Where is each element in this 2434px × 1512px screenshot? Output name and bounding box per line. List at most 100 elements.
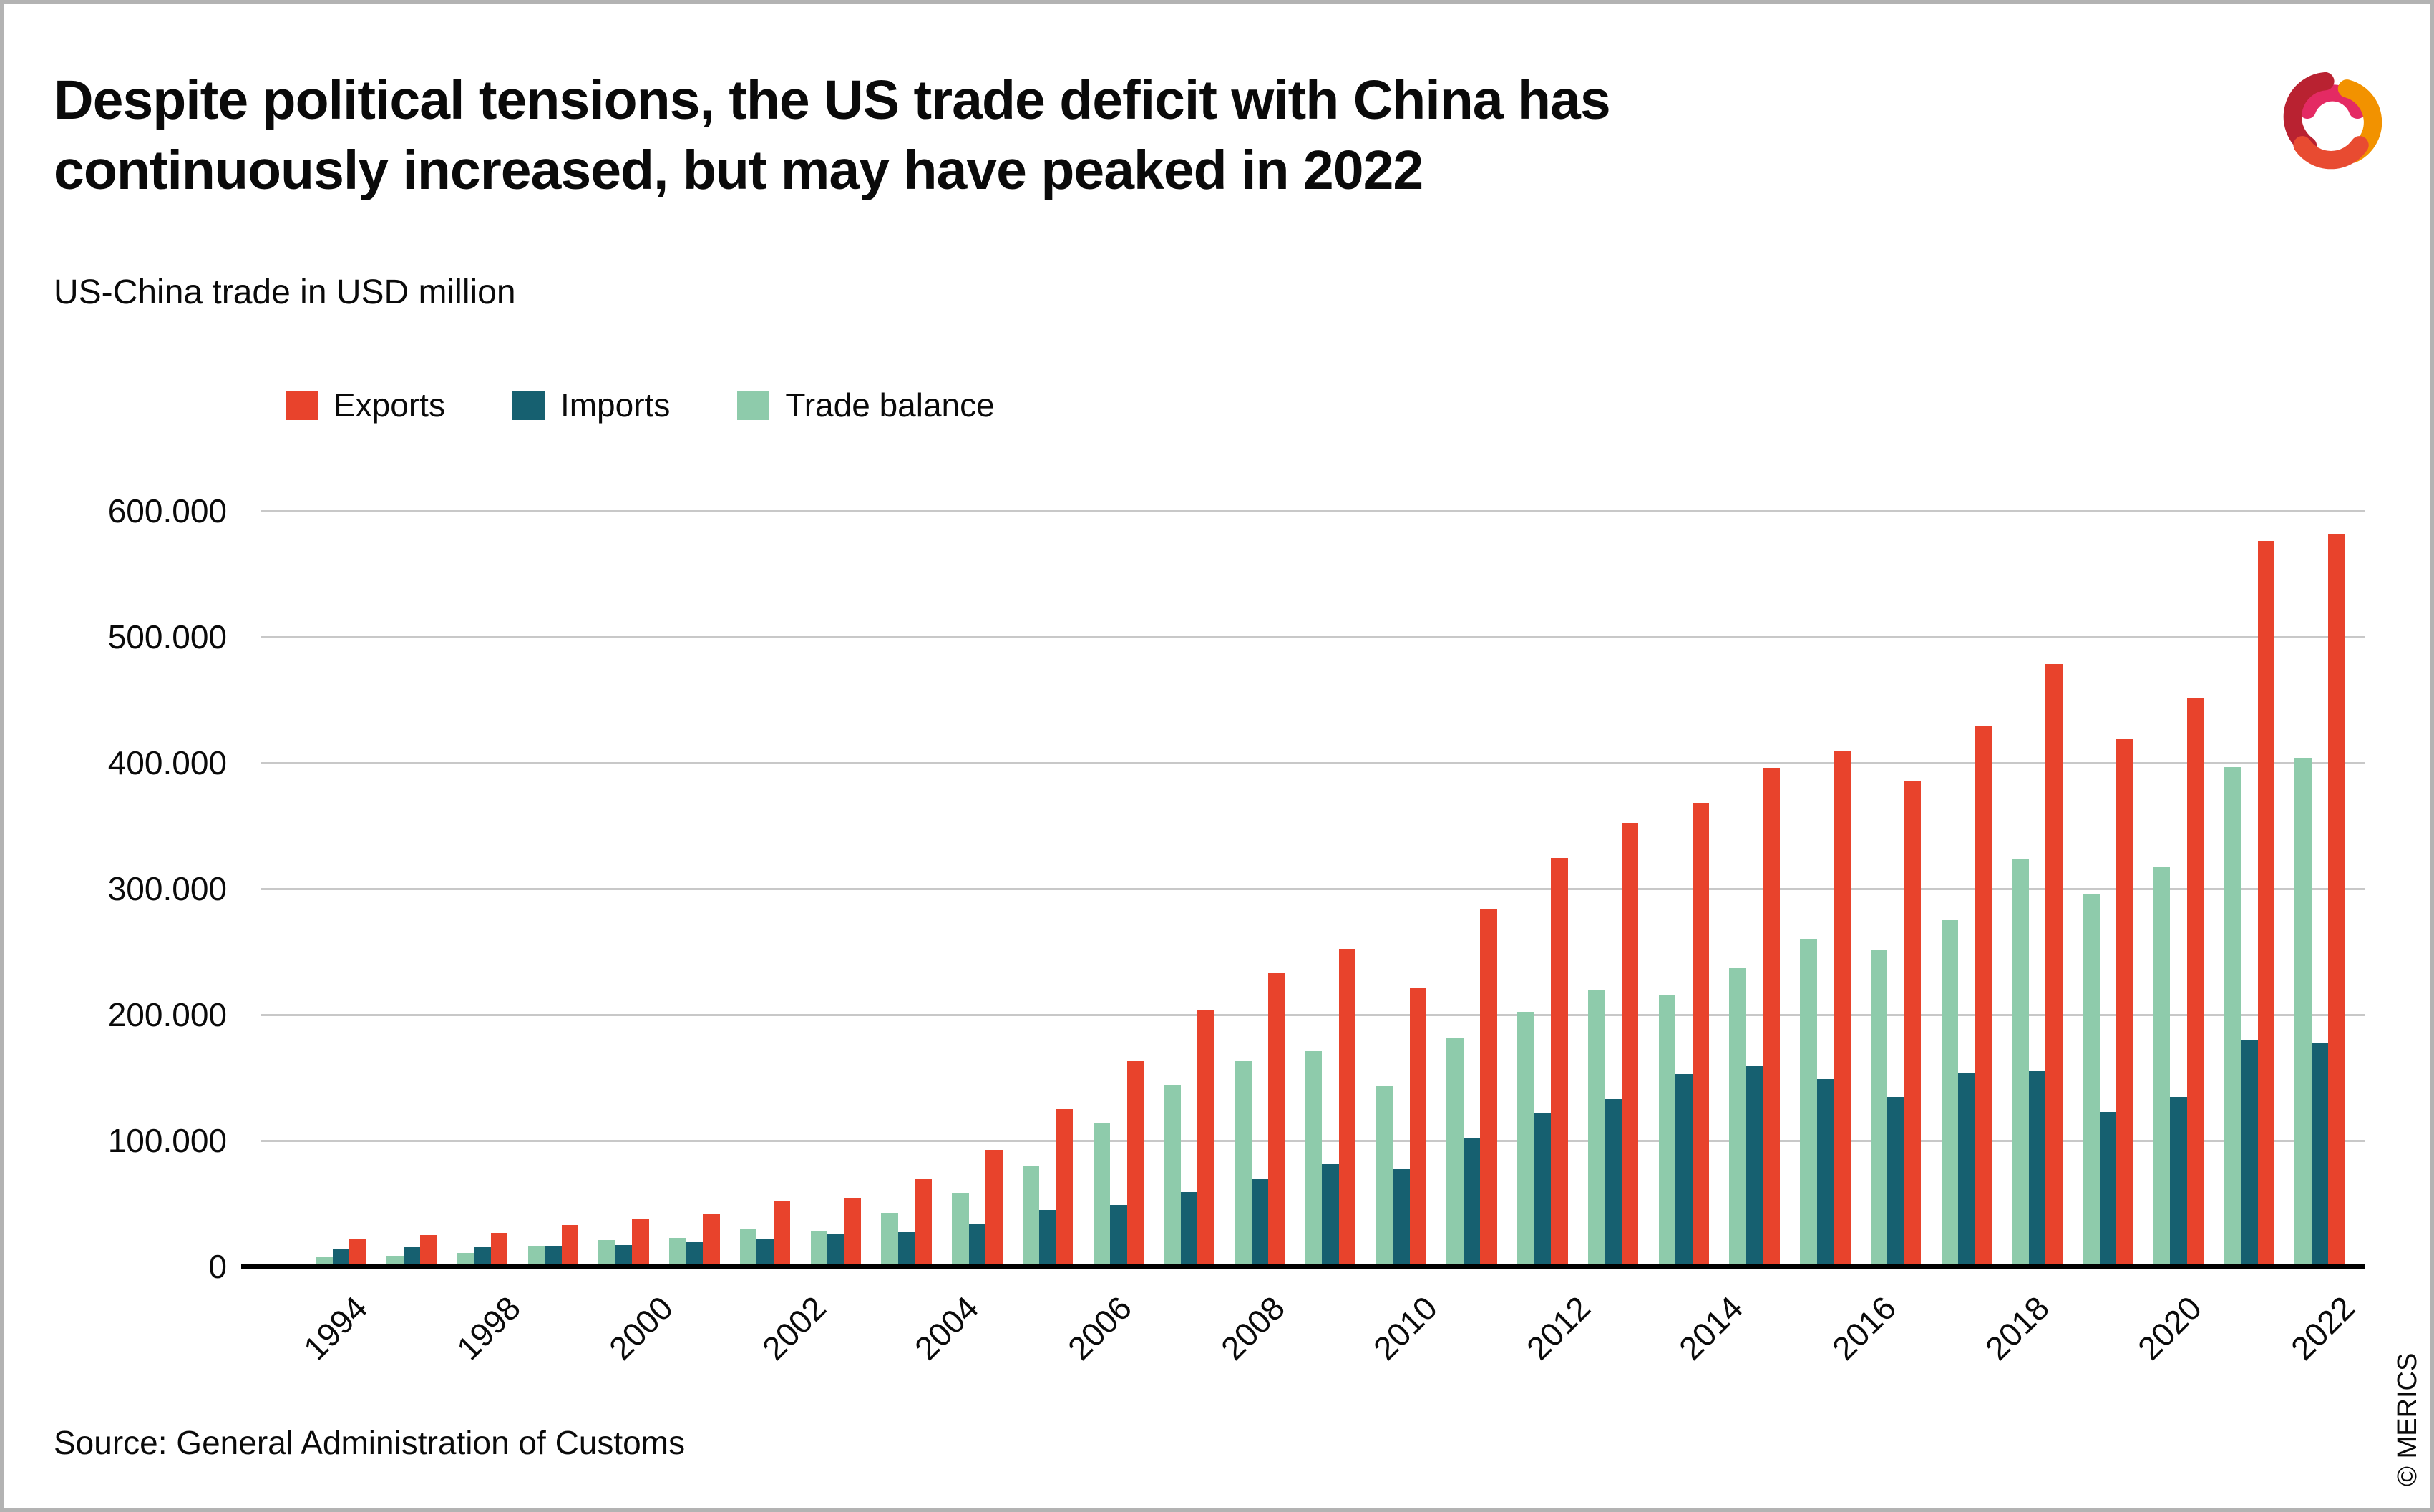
bar-group-1994 <box>316 1239 366 1267</box>
bar-group-1998 <box>598 1219 649 1267</box>
bar-exports-2001 <box>844 1198 861 1267</box>
bar-exports-2013 <box>1692 802 1709 1267</box>
bar-imports-1995 <box>403 1246 420 1267</box>
x-axis-tick-label-2020: 2020 <box>2131 1289 2209 1367</box>
bar-group-2012 <box>1587 822 1639 1267</box>
bar-trade-balance-2021 <box>2224 767 2241 1267</box>
bar-exports-2021 <box>2257 541 2274 1267</box>
bar-group-2011 <box>1517 857 1568 1267</box>
bar-group-2001 <box>810 1198 862 1267</box>
bar-imports-2008 <box>1322 1164 1339 1267</box>
x-axis-tick-label-2012: 2012 <box>1519 1289 1597 1367</box>
gridline-400.000 <box>261 761 2365 764</box>
bar-exports-2015 <box>1834 751 1851 1267</box>
legend-item-imports: Imports <box>512 386 670 424</box>
bar-group-2022 <box>2294 534 2345 1267</box>
bar-group-2015 <box>1800 751 1851 1267</box>
bar-imports-2018 <box>2028 1071 2046 1267</box>
bar-trade-balance-2017 <box>1941 919 1958 1267</box>
bar-group-2004 <box>1022 1109 1074 1267</box>
bar-group-2014 <box>1729 767 1780 1267</box>
x-axis-tick-label-2022: 2022 <box>2283 1289 2362 1367</box>
legend-swatch-icon <box>737 390 770 420</box>
bar-group-1997 <box>527 1225 579 1267</box>
bar-trade-balance-1995 <box>386 1255 404 1267</box>
page-title: Despite political tensions, the US trade… <box>54 65 2236 205</box>
bar-imports-2013 <box>1675 1074 1693 1267</box>
bar-imports-2001 <box>827 1233 844 1267</box>
legend-swatch-icon <box>286 390 318 420</box>
bar-exports-1999 <box>703 1214 720 1267</box>
bar-imports-2003 <box>968 1224 985 1267</box>
bar-exports-2011 <box>1551 857 1568 1267</box>
bar-imports-2014 <box>1746 1066 1763 1267</box>
bar-exports-2014 <box>1763 767 1780 1267</box>
legend-item-exports: Exports <box>286 386 445 424</box>
x-axis-tick-label-2018: 2018 <box>1977 1289 2056 1367</box>
bar-trade-balance-2020 <box>2153 867 2171 1267</box>
gridline-600.000 <box>261 509 2365 512</box>
bar-group-1996 <box>457 1232 508 1267</box>
legend-item-trade-balance: Trade balance <box>737 386 995 424</box>
gridline-500.000 <box>261 635 2365 638</box>
copyright-note: © MERICS <box>2392 1352 2423 1486</box>
x-axis-tick-label-2004: 2004 <box>907 1289 986 1367</box>
bar-imports-2007 <box>1251 1179 1268 1267</box>
bar-exports-2004 <box>1056 1109 1074 1267</box>
bar-group-2002 <box>881 1178 932 1267</box>
legend-label: Exports <box>334 386 445 424</box>
bar-trade-balance-2015 <box>1800 938 1817 1267</box>
bar-trade-balance-2006 <box>1164 1085 1181 1267</box>
bar-imports-2009 <box>1393 1169 1410 1267</box>
bar-group-2007 <box>1235 973 1285 1267</box>
bar-imports-1997 <box>545 1246 562 1267</box>
bar-group-2021 <box>2224 541 2275 1267</box>
bar-exports-2006 <box>1197 1010 1214 1267</box>
plot-area <box>241 469 2365 1269</box>
bar-imports-2022 <box>2311 1043 2329 1267</box>
bar-exports-1995 <box>420 1235 437 1267</box>
legend-label: Trade balance <box>785 386 995 424</box>
bar-group-2010 <box>1446 909 1497 1267</box>
bar-trade-balance-1998 <box>598 1240 615 1267</box>
bar-exports-2005 <box>1126 1061 1144 1267</box>
bar-group-2006 <box>1164 1010 1214 1267</box>
bar-exports-1994 <box>349 1239 366 1267</box>
bar-trade-balance-2009 <box>1376 1086 1393 1267</box>
bar-group-2003 <box>952 1150 1003 1267</box>
bar-exports-2003 <box>985 1150 1003 1267</box>
bar-imports-2010 <box>1463 1138 1481 1267</box>
x-axis-baseline <box>241 1264 2365 1269</box>
chart-legend: Exports Imports Trade balance <box>286 386 995 424</box>
title-line-1: Despite political tensions, the US trade… <box>54 69 1611 131</box>
bar-trade-balance-2012 <box>1587 990 1605 1267</box>
bar-imports-2012 <box>1605 1099 1622 1267</box>
bar-trade-balance-2014 <box>1729 967 1746 1267</box>
y-axis-tick-label: 400.000 <box>107 744 227 781</box>
bar-exports-1997 <box>561 1225 578 1267</box>
bar-trade-balance-2005 <box>1093 1123 1110 1267</box>
bar-group-2005 <box>1093 1061 1144 1267</box>
bar-exports-2019 <box>2116 739 2133 1267</box>
y-axis-tick-label: 0 <box>208 1248 227 1285</box>
bar-imports-2005 <box>1110 1205 1127 1267</box>
bar-imports-1998 <box>615 1245 633 1267</box>
bar-imports-1994 <box>332 1249 350 1267</box>
legend-swatch-icon <box>512 390 545 420</box>
bar-trade-balance-2010 <box>1446 1038 1464 1267</box>
bar-trade-balance-1999 <box>669 1238 686 1267</box>
bar-group-2018 <box>2012 663 2063 1267</box>
y-axis-tick-label: 300.000 <box>107 870 227 907</box>
bar-imports-2000 <box>756 1238 774 1267</box>
bar-trade-balance-2007 <box>1235 1061 1252 1267</box>
bar-exports-2010 <box>1480 909 1497 1267</box>
bar-trade-balance-2003 <box>952 1192 969 1267</box>
chart-subtitle: US-China trade in USD million <box>54 273 516 311</box>
bar-exports-2016 <box>1904 781 1922 1267</box>
title-line-2: continuously increased, but may have pea… <box>54 140 1423 201</box>
bar-trade-balance-2013 <box>1658 995 1675 1267</box>
bar-exports-2012 <box>1621 822 1639 1267</box>
source-note: Source: General Administration of Custom… <box>54 1424 686 1461</box>
bar-exports-2022 <box>2328 534 2345 1267</box>
bar-group-2008 <box>1305 948 1356 1267</box>
